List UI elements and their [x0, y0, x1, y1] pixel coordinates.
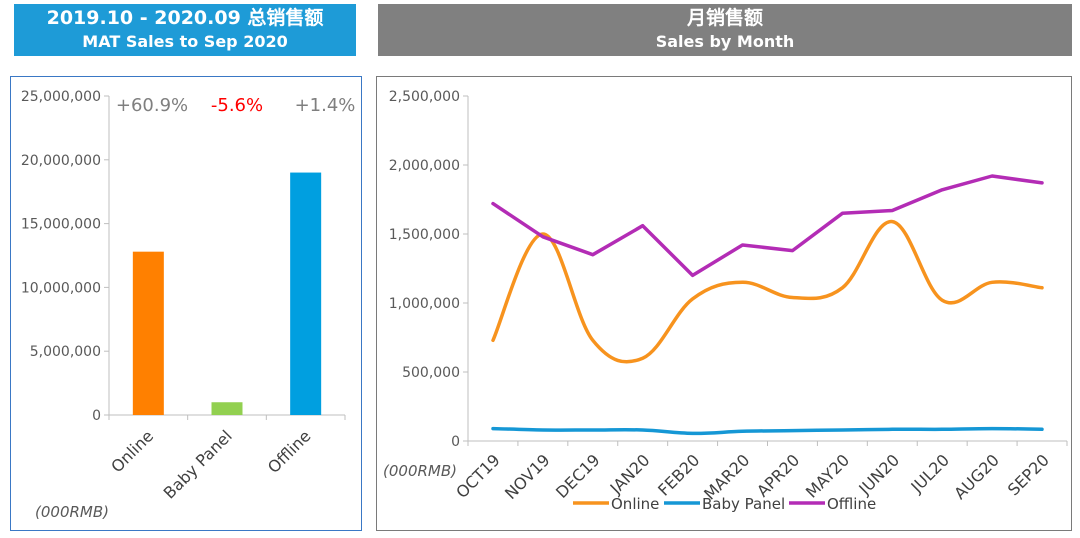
unit-label: (000RMB) — [383, 462, 457, 480]
unit-label: (000RMB) — [35, 503, 109, 521]
header-left-subtitle: MAT Sales to Sep 2020 — [82, 32, 288, 51]
y-tick-label: 20,000,000 — [21, 153, 101, 169]
y-tick-label: 5,000,000 — [30, 344, 101, 360]
x-tick-label: Online — [107, 426, 157, 476]
y-tick-label: 15,000,000 — [21, 217, 101, 233]
header-left: 2019.10 - 2020.09 总销售额 MAT Sales to Sep … — [14, 4, 356, 56]
growth-label-baby-panel: -5.6% — [211, 95, 263, 116]
bar-online — [132, 251, 164, 415]
legend-label-online: Online — [611, 495, 659, 513]
x-tick-label: FEB20 — [654, 450, 703, 499]
monthly-line-chart: 0 500,000 1,000,000 1,500,000 2,000,000 2,500… — [383, 89, 1068, 513]
y-tick-label: 500,000 — [402, 365, 460, 381]
x-tick-label: Baby Panel — [160, 426, 236, 502]
y-tick-label: 1,000,000 — [389, 296, 460, 312]
x-tick-label: JUL20 — [907, 450, 953, 496]
growth-label-offline: +1.4% — [295, 95, 356, 116]
series-line-offline — [491, 174, 1044, 278]
y-tick-label: 0 — [92, 408, 101, 424]
mat-bar-chart: 0 5,000,000 10,000,000 15,000,000 20,000,000… — [21, 89, 356, 521]
x-tick-label: AUG20 — [950, 450, 1003, 503]
growth-label-online: +60.9% — [116, 95, 188, 116]
y-tick-label: 25,000,000 — [21, 89, 101, 105]
x-tick-label: JUN20 — [854, 450, 903, 499]
mat-bar-chart-panel: 0 5,000,000 10,000,000 15,000,000 20,000,000… — [10, 76, 362, 531]
y-tick-label: 10,000,000 — [21, 280, 101, 296]
y-tick-label: 0 — [451, 434, 460, 450]
header-right-subtitle: Sales by Month — [655, 32, 795, 51]
bar-baby-panel — [211, 402, 243, 415]
x-tick-label: OCT19 — [452, 450, 504, 502]
header-right-title: 月销售额 — [686, 7, 763, 29]
y-tick-label: 1,500,000 — [389, 227, 460, 243]
header-left-title: 2019.10 - 2020.09 总销售额 — [46, 7, 324, 29]
series-line-baby-panel — [491, 426, 1044, 436]
legend-label-baby-panel: Baby Panel — [702, 495, 785, 513]
monthly-line-chart-panel: 0 500,000 1,000,000 1,500,000 2,000,000 2,500… — [376, 76, 1072, 531]
legend-label-offline: Offline — [827, 495, 876, 513]
x-tick-label: JAN20 — [606, 450, 654, 498]
x-tick-label: DEC19 — [552, 450, 604, 502]
series-line-online — [491, 219, 1044, 364]
x-tick-label: APR20 — [753, 450, 803, 500]
x-tick-label: NOV19 — [501, 450, 554, 503]
x-tick-label: Offline — [264, 426, 315, 477]
x-tick-label: SEP20 — [1004, 450, 1053, 499]
bar-offline — [290, 172, 322, 415]
y-tick-label: 2,500,000 — [389, 89, 460, 105]
y-tick-label: 2,000,000 — [389, 158, 460, 174]
header-right: 月销售额 Sales by Month — [378, 4, 1072, 56]
